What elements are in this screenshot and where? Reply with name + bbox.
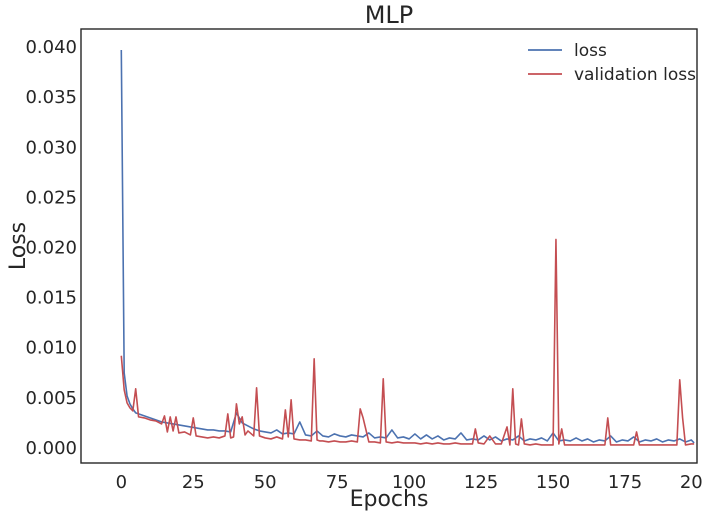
y-tick-label: 0.005 — [25, 388, 77, 409]
legend-label-validation-loss: validation loss — [574, 65, 696, 85]
x-tick-label: 25 — [182, 472, 205, 493]
x-tick-label: 0 — [116, 472, 127, 493]
y-tick-label: 0.030 — [25, 137, 77, 158]
legend: loss validation loss — [528, 41, 696, 85]
x-tick-label: 75 — [326, 472, 349, 493]
x-tick-label: 100 — [392, 472, 426, 493]
y-tick-label: 0.010 — [25, 338, 77, 359]
plot-frame — [80, 28, 698, 464]
x-tick-label: 200 — [680, 472, 702, 493]
y-tick-label: 0.040 — [25, 37, 77, 58]
chart-title: MLP — [365, 1, 414, 29]
series-layer — [120, 50, 695, 446]
x-tick-label: 150 — [536, 472, 570, 493]
x-tick-label: 125 — [464, 472, 498, 493]
y-tick-label: 0.015 — [25, 288, 77, 309]
y-tick-label: 0.000 — [25, 438, 77, 459]
x-tick-label: 50 — [254, 472, 277, 493]
x-tick-labels: 0 25 50 75 100 125 150 175 200 — [116, 472, 702, 493]
x-tick-label: 175 — [608, 472, 642, 493]
y-tick-label: 0.035 — [25, 87, 77, 108]
y-tick-label: 0.025 — [25, 187, 77, 208]
y-tick-label: 0.020 — [25, 238, 77, 259]
y-tick-labels: 0.000 0.005 0.010 0.015 0.020 0.025 0.030 0.035… — [25, 37, 77, 459]
series-line-validation-loss — [120, 238, 695, 446]
series-line-loss — [120, 50, 695, 444]
legend-label-loss: loss — [574, 41, 607, 61]
y-axis-title: Loss — [6, 222, 31, 270]
x-axis-title: Epochs — [350, 487, 429, 512]
